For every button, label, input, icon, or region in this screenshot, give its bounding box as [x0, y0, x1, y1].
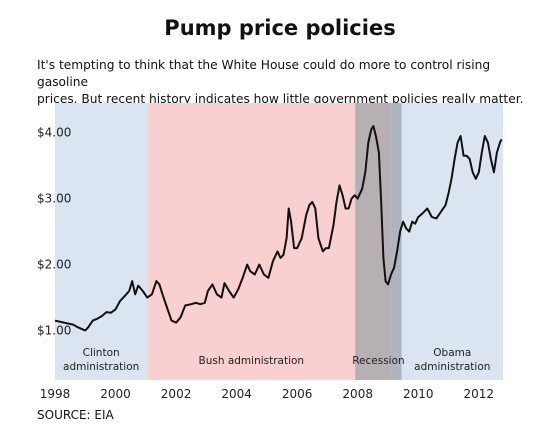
chart-subtitle: It's tempting to think that the White Ho… [37, 57, 537, 108]
band-label-bush-0: Bush administration [199, 355, 305, 367]
y-tick-2: $3.00 [37, 192, 71, 206]
price-line-0 [54, 125, 503, 332]
subtitle-line-2: prices. But recent history indicates how… [37, 92, 524, 106]
x-tick-0: 1998 [40, 387, 71, 401]
subtitle-line-1: It's tempting to think that the White Ho… [37, 58, 491, 89]
x-tick-1: 2000 [100, 387, 131, 401]
band-label-recession-0: Recession [352, 355, 404, 367]
band-label-clinton-0: Clinton [83, 347, 120, 359]
x-tick-5: 2008 [342, 387, 373, 401]
x-tick-7: 2012 [464, 387, 495, 401]
band-obama [389, 103, 503, 380]
chart-title: Pump price policies [164, 16, 396, 40]
x-tick-6: 2010 [403, 387, 434, 401]
band-label-obama-1: administration [414, 361, 490, 373]
band-bush [147, 103, 390, 380]
source-note: SOURCE: EIA [37, 408, 114, 422]
administration-bands [55, 103, 503, 380]
y-tick-3: $4.00 [37, 126, 71, 140]
band-labels: Clinton administration Bush administration… [63, 347, 490, 373]
band-label-obama-0: Obama [433, 347, 471, 359]
x-tick-2: 2002 [161, 387, 192, 401]
band-label-clinton-1: administration [63, 361, 139, 373]
y-tick-0: $1.00 [37, 324, 71, 338]
y-tick-1: $2.00 [37, 258, 71, 272]
band-clinton [55, 103, 148, 380]
x-tick-4: 2006 [282, 387, 313, 401]
y-axis-ticks: $1.00 $2.00 $3.00 $4.00 [37, 126, 71, 338]
x-axis-ticks: 1998 2000 2002 2004 2006 2008 2010 2012 [40, 387, 494, 401]
price-line-layer [54, 125, 503, 332]
x-tick-3: 2004 [221, 387, 252, 401]
